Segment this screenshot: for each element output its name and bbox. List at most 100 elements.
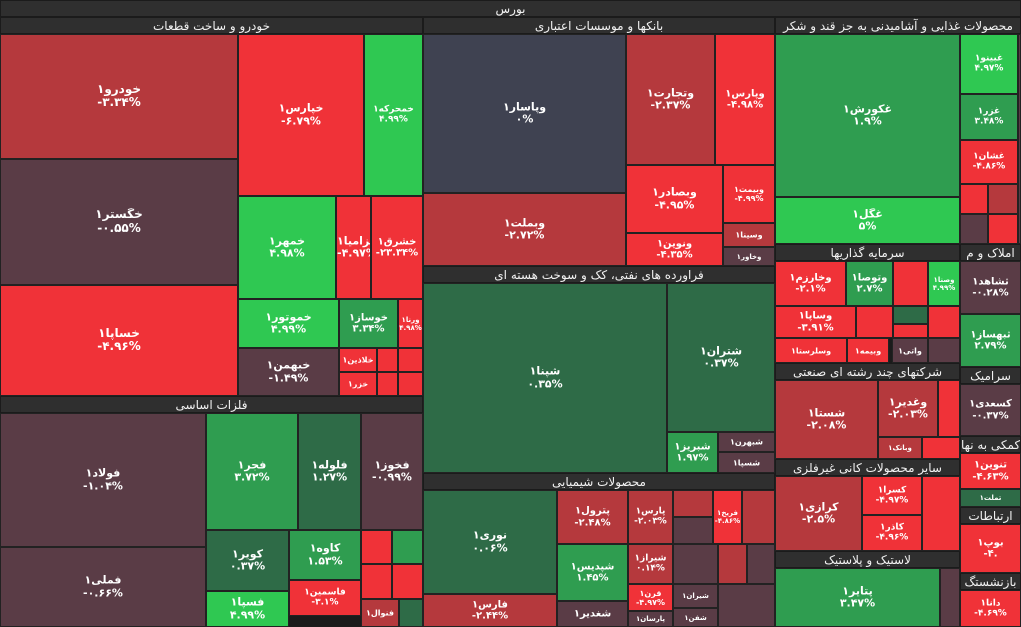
treemap-tile[interactable]: وتوصا۱ ۲.۷% xyxy=(846,261,893,306)
treemap-tile-small[interactable] xyxy=(673,544,718,584)
treemap-tile-small[interactable] xyxy=(361,564,392,599)
treemap-tile[interactable]: فملی۱ -۰.۶۶% xyxy=(0,547,206,627)
treemap-tile[interactable]: وبملت۱ -۲.۷۲% xyxy=(423,193,626,266)
treemap-tile[interactable]: دانا۱ -۴.۶۹% xyxy=(960,590,1021,627)
treemap-tile[interactable]: فجر۱ ۳.۷۲% xyxy=(206,413,298,530)
treemap-tile-small[interactable] xyxy=(928,338,960,363)
treemap-tile[interactable]: شغدیر۱ xyxy=(557,601,628,627)
treemap-tile[interactable]: کویر۱ ۰.۳۷% xyxy=(206,530,289,591)
treemap-tile[interactable]: فولاد۱ -۱.۰۴% xyxy=(0,413,206,547)
treemap-tile-small[interactable] xyxy=(718,584,775,627)
treemap-tile[interactable]: خبهمن۱ -۱.۴۹% xyxy=(238,348,339,396)
treemap-tile-small[interactable] xyxy=(377,348,398,372)
treemap-tile[interactable]: وساپا۱ -۳.۹۱% xyxy=(775,306,856,338)
treemap-tile[interactable]: شتران۱ ۰.۳۷% xyxy=(667,283,775,432)
treemap-tile-small[interactable] xyxy=(718,544,747,584)
treemap-tile[interactable]: فنوال۱ xyxy=(361,599,399,627)
treemap-tile[interactable]: تملت۱ xyxy=(960,489,1021,507)
treemap-tile[interactable]: ورنا۱ ۴.۹۸% xyxy=(398,299,423,348)
treemap-tile[interactable]: پارسان۱ xyxy=(628,611,673,627)
treemap-tile[interactable]: خموتور۱ ۴.۹۹% xyxy=(238,299,339,348)
treemap-tile[interactable]: خزر۱ xyxy=(339,372,377,396)
treemap-tile[interactable]: ثبهساز۱ ۲.۷۹% xyxy=(960,314,1021,367)
treemap-tile[interactable]: خزامیا۱-۴.۹۷% xyxy=(336,196,371,299)
treemap-tile[interactable]: شیران۱ xyxy=(673,584,718,608)
treemap-tile[interactable]: کاذر۱ -۴.۹۶% xyxy=(862,515,922,551)
treemap-tile[interactable]: وبانک۱ xyxy=(878,437,922,459)
treemap-tile[interactable]: وتجارت۱ -۲.۳۷% xyxy=(626,34,715,165)
treemap-tile[interactable]: خمهر۱ ۴.۹۸% xyxy=(238,196,336,299)
treemap-tile[interactable]: غبینو۱ ۴.۹۷% xyxy=(960,34,1018,94)
treemap-tile[interactable]: شیراز۱ ۰.۱۴% xyxy=(628,544,673,584)
treemap-tile[interactable]: خشرق۱ -۲۳.۳۴% xyxy=(371,196,423,299)
treemap-tile[interactable]: کسرا۱ -۴.۹۷% xyxy=(862,476,922,515)
treemap-tile-small[interactable] xyxy=(922,437,960,459)
treemap-tile[interactable]: کرازی۱ -۲.۵% xyxy=(775,476,862,551)
treemap-tile[interactable]: فریخ۱ -۴.۸۶% xyxy=(713,490,742,544)
treemap-tile[interactable]: پتایر۱ ۳.۴۷% xyxy=(775,568,940,627)
treemap-tile[interactable]: نوری۱ ۰.۰۶% xyxy=(423,490,557,594)
treemap-tile-small[interactable] xyxy=(856,306,893,338)
treemap-tile[interactable]: بوپ۱ -۴. xyxy=(960,524,1021,573)
treemap-tile-small[interactable] xyxy=(922,476,960,551)
treemap-tile[interactable]: ثشاهد۱ -۰.۲۸% xyxy=(960,261,1021,314)
treemap-tile[interactable]: وخاور۱ xyxy=(723,247,775,266)
treemap-tile[interactable]: شپدیس۱ ۱.۴۵% xyxy=(557,544,628,601)
treemap-tile[interactable]: شپنا۱ ۰.۳۵% xyxy=(423,283,667,473)
treemap-tile-small[interactable] xyxy=(938,380,960,437)
treemap-tile[interactable]: شبریز۱ ۱.۹۷% xyxy=(667,432,718,473)
treemap-tile[interactable]: وسلرستا۱ xyxy=(775,338,847,363)
treemap-tile-small[interactable] xyxy=(988,214,1018,244)
treemap-tile[interactable]: وپارس۱ -۴.۹۸% xyxy=(715,34,775,165)
treemap-tile[interactable]: وبیمه۱ xyxy=(847,338,889,363)
treemap-tile[interactable]: شبهرن۱ xyxy=(718,432,775,452)
treemap-tile[interactable]: خمحرکه۱ ۴.۹۹% xyxy=(364,34,423,196)
treemap-tile[interactable]: پارس۱ -۲.۰۳% xyxy=(628,490,673,544)
treemap-tile[interactable]: خلاذین۱ xyxy=(339,348,377,372)
treemap-tile[interactable]: وسینا۱ xyxy=(723,223,775,247)
treemap-tile-small[interactable] xyxy=(940,568,960,627)
treemap-tile[interactable]: تنوین۱ -۴.۶۳% xyxy=(960,453,1021,489)
treemap-tile[interactable]: وبصادر۱ -۴.۹۵% xyxy=(626,165,723,233)
treemap-tile-small[interactable] xyxy=(988,184,1018,214)
treemap-tile[interactable]: فاسمین۱ -۳.۱% xyxy=(289,580,361,616)
treemap-tile-small[interactable] xyxy=(928,306,960,338)
treemap-tile-small[interactable] xyxy=(893,324,928,338)
treemap-tile[interactable]: غگل۱ ۵% xyxy=(775,197,960,244)
treemap-tile[interactable]: فلوله۱ ۱.۲۷% xyxy=(298,413,361,530)
treemap-tile[interactable]: پترول۱ -۲.۴۸% xyxy=(557,490,628,544)
treemap-tile-small[interactable] xyxy=(377,372,398,396)
treemap-tile[interactable]: خساپا۱ -۴.۹۶% xyxy=(0,285,238,396)
treemap-tile[interactable]: غزر۱ ۳.۴۸% xyxy=(960,94,1018,140)
treemap-tile-small[interactable] xyxy=(673,490,713,517)
treemap-tile-small[interactable] xyxy=(960,214,988,244)
treemap-tile-small[interactable] xyxy=(747,544,775,584)
treemap-tile[interactable]: خوساز۱ ۳.۳۴% xyxy=(339,299,398,348)
treemap-tile[interactable]: شفن۱ xyxy=(673,608,718,627)
treemap-tile[interactable]: شسپا۱ xyxy=(718,452,775,473)
treemap-tile-small[interactable] xyxy=(742,490,775,544)
treemap-tile[interactable]: واتی۱ xyxy=(892,338,928,363)
treemap-tile[interactable]: کاوه۱ ۱.۵۳% xyxy=(289,530,361,580)
treemap-tile-small[interactable] xyxy=(392,564,423,599)
treemap-tile[interactable]: فسپا۱ ۴.۹۹% xyxy=(206,591,289,627)
treemap-tile[interactable]: قرن۱ -۴.۹۷% xyxy=(628,584,673,611)
treemap-tile-small[interactable] xyxy=(893,261,928,306)
treemap-tile[interactable]: فارس۱ -۲.۴۴% xyxy=(423,594,557,627)
treemap-tile[interactable]: وخارزم۱ -۲.۱% xyxy=(775,261,846,306)
treemap-tile-small[interactable] xyxy=(398,348,423,372)
treemap-tile[interactable]: وبیمت۱ -۴.۹۹% xyxy=(723,165,775,223)
treemap-tile-small[interactable] xyxy=(673,517,713,544)
treemap-tile-small[interactable] xyxy=(398,372,423,396)
treemap-tile[interactable]: غشان۱ -۴.۸۶% xyxy=(960,140,1018,184)
treemap-tile[interactable]: فخوز۱ -۰.۹۹% xyxy=(361,413,423,530)
treemap-tile[interactable]: وصنا۱ ۴.۹۹% xyxy=(928,261,960,306)
treemap-tile-small[interactable] xyxy=(960,184,988,214)
treemap-tile[interactable]: وپاسار۱ ۰% xyxy=(423,34,626,193)
treemap-tile-small[interactable] xyxy=(399,599,423,627)
treemap-tile-small[interactable] xyxy=(893,306,928,324)
treemap-tile[interactable]: خودرو۱ -۳.۳۴% xyxy=(0,34,238,159)
treemap-tile[interactable]: وغدیر۱ -۲.۰۳% xyxy=(878,380,938,437)
treemap-tile[interactable]: خگستر۱ -۰.۵۵% xyxy=(0,159,238,285)
treemap-tile[interactable]: غکورش۱ ۱.۹% xyxy=(775,34,960,197)
